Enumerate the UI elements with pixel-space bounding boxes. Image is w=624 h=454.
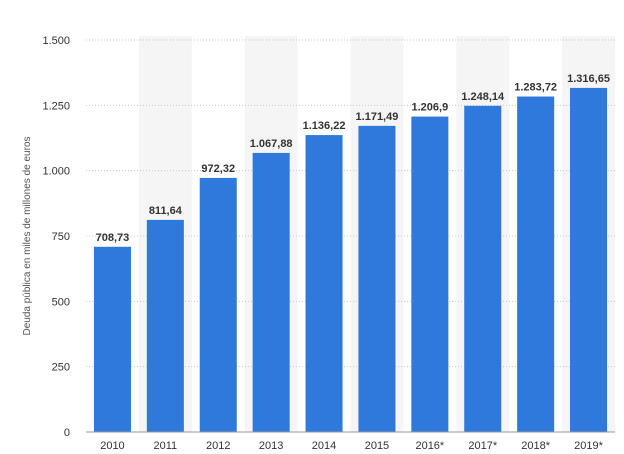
bar <box>358 125 396 432</box>
bar <box>517 96 555 432</box>
data-label: 708,73 <box>96 232 130 244</box>
y-axis-ticks: 0 250 500 750 1.000 1.250 1.500 <box>42 35 70 439</box>
data-label: 1.171,49 <box>356 111 399 123</box>
x-tick-label: 2015 <box>365 440 389 452</box>
data-label: 1.067,88 <box>250 138 293 150</box>
data-labels: 708,73 811,64 972,32 1.067,88 1.136,22 1.171,… <box>96 73 610 244</box>
bars <box>93 87 608 433</box>
data-label: 811,64 <box>149 205 183 217</box>
x-tick-label: 2014 <box>312 440 336 452</box>
data-label: 1.248,14 <box>461 91 505 103</box>
bar <box>411 116 449 432</box>
bar <box>464 105 502 433</box>
x-tick-label: 2019* <box>574 440 603 452</box>
bar <box>146 219 184 432</box>
data-label: 1.136,22 <box>303 120 346 132</box>
grid-lines <box>86 39 615 368</box>
y-tick-label: 0 <box>64 427 70 439</box>
bar <box>199 177 237 432</box>
data-label: 1.283,72 <box>514 82 557 94</box>
x-tick-label: 2016* <box>415 440 444 452</box>
data-label: 1.206,9 <box>411 102 448 114</box>
y-tick-label: 1.500 <box>42 35 70 47</box>
data-label: 972,32 <box>201 163 235 175</box>
x-tick-label: 2017* <box>468 440 497 452</box>
x-tick-label: 2010 <box>100 440 124 452</box>
x-tick-label: 2018* <box>521 440 550 452</box>
y-tick-label: 500 <box>52 296 70 308</box>
x-axis-ticks: 2010 2011 2012 2013 2014 2015 2016* 2017* 2018* 2… <box>100 440 603 452</box>
y-axis-title: Deuda pública en miles de millones de eu… <box>22 136 33 335</box>
x-tick-label: 2011 <box>154 440 178 452</box>
bar <box>305 135 343 432</box>
x-tick-label: 2012 <box>206 440 230 452</box>
x-tick-label: 2013 <box>259 440 283 452</box>
bar <box>252 152 290 432</box>
bar <box>570 87 608 432</box>
y-tick-label: 1.000 <box>42 166 70 178</box>
y-tick-label: 1.250 <box>42 100 70 112</box>
y-tick-label: 250 <box>52 362 70 374</box>
data-label: 1.316,65 <box>567 73 610 85</box>
y-tick-label: 750 <box>52 231 70 243</box>
bar <box>93 246 131 432</box>
